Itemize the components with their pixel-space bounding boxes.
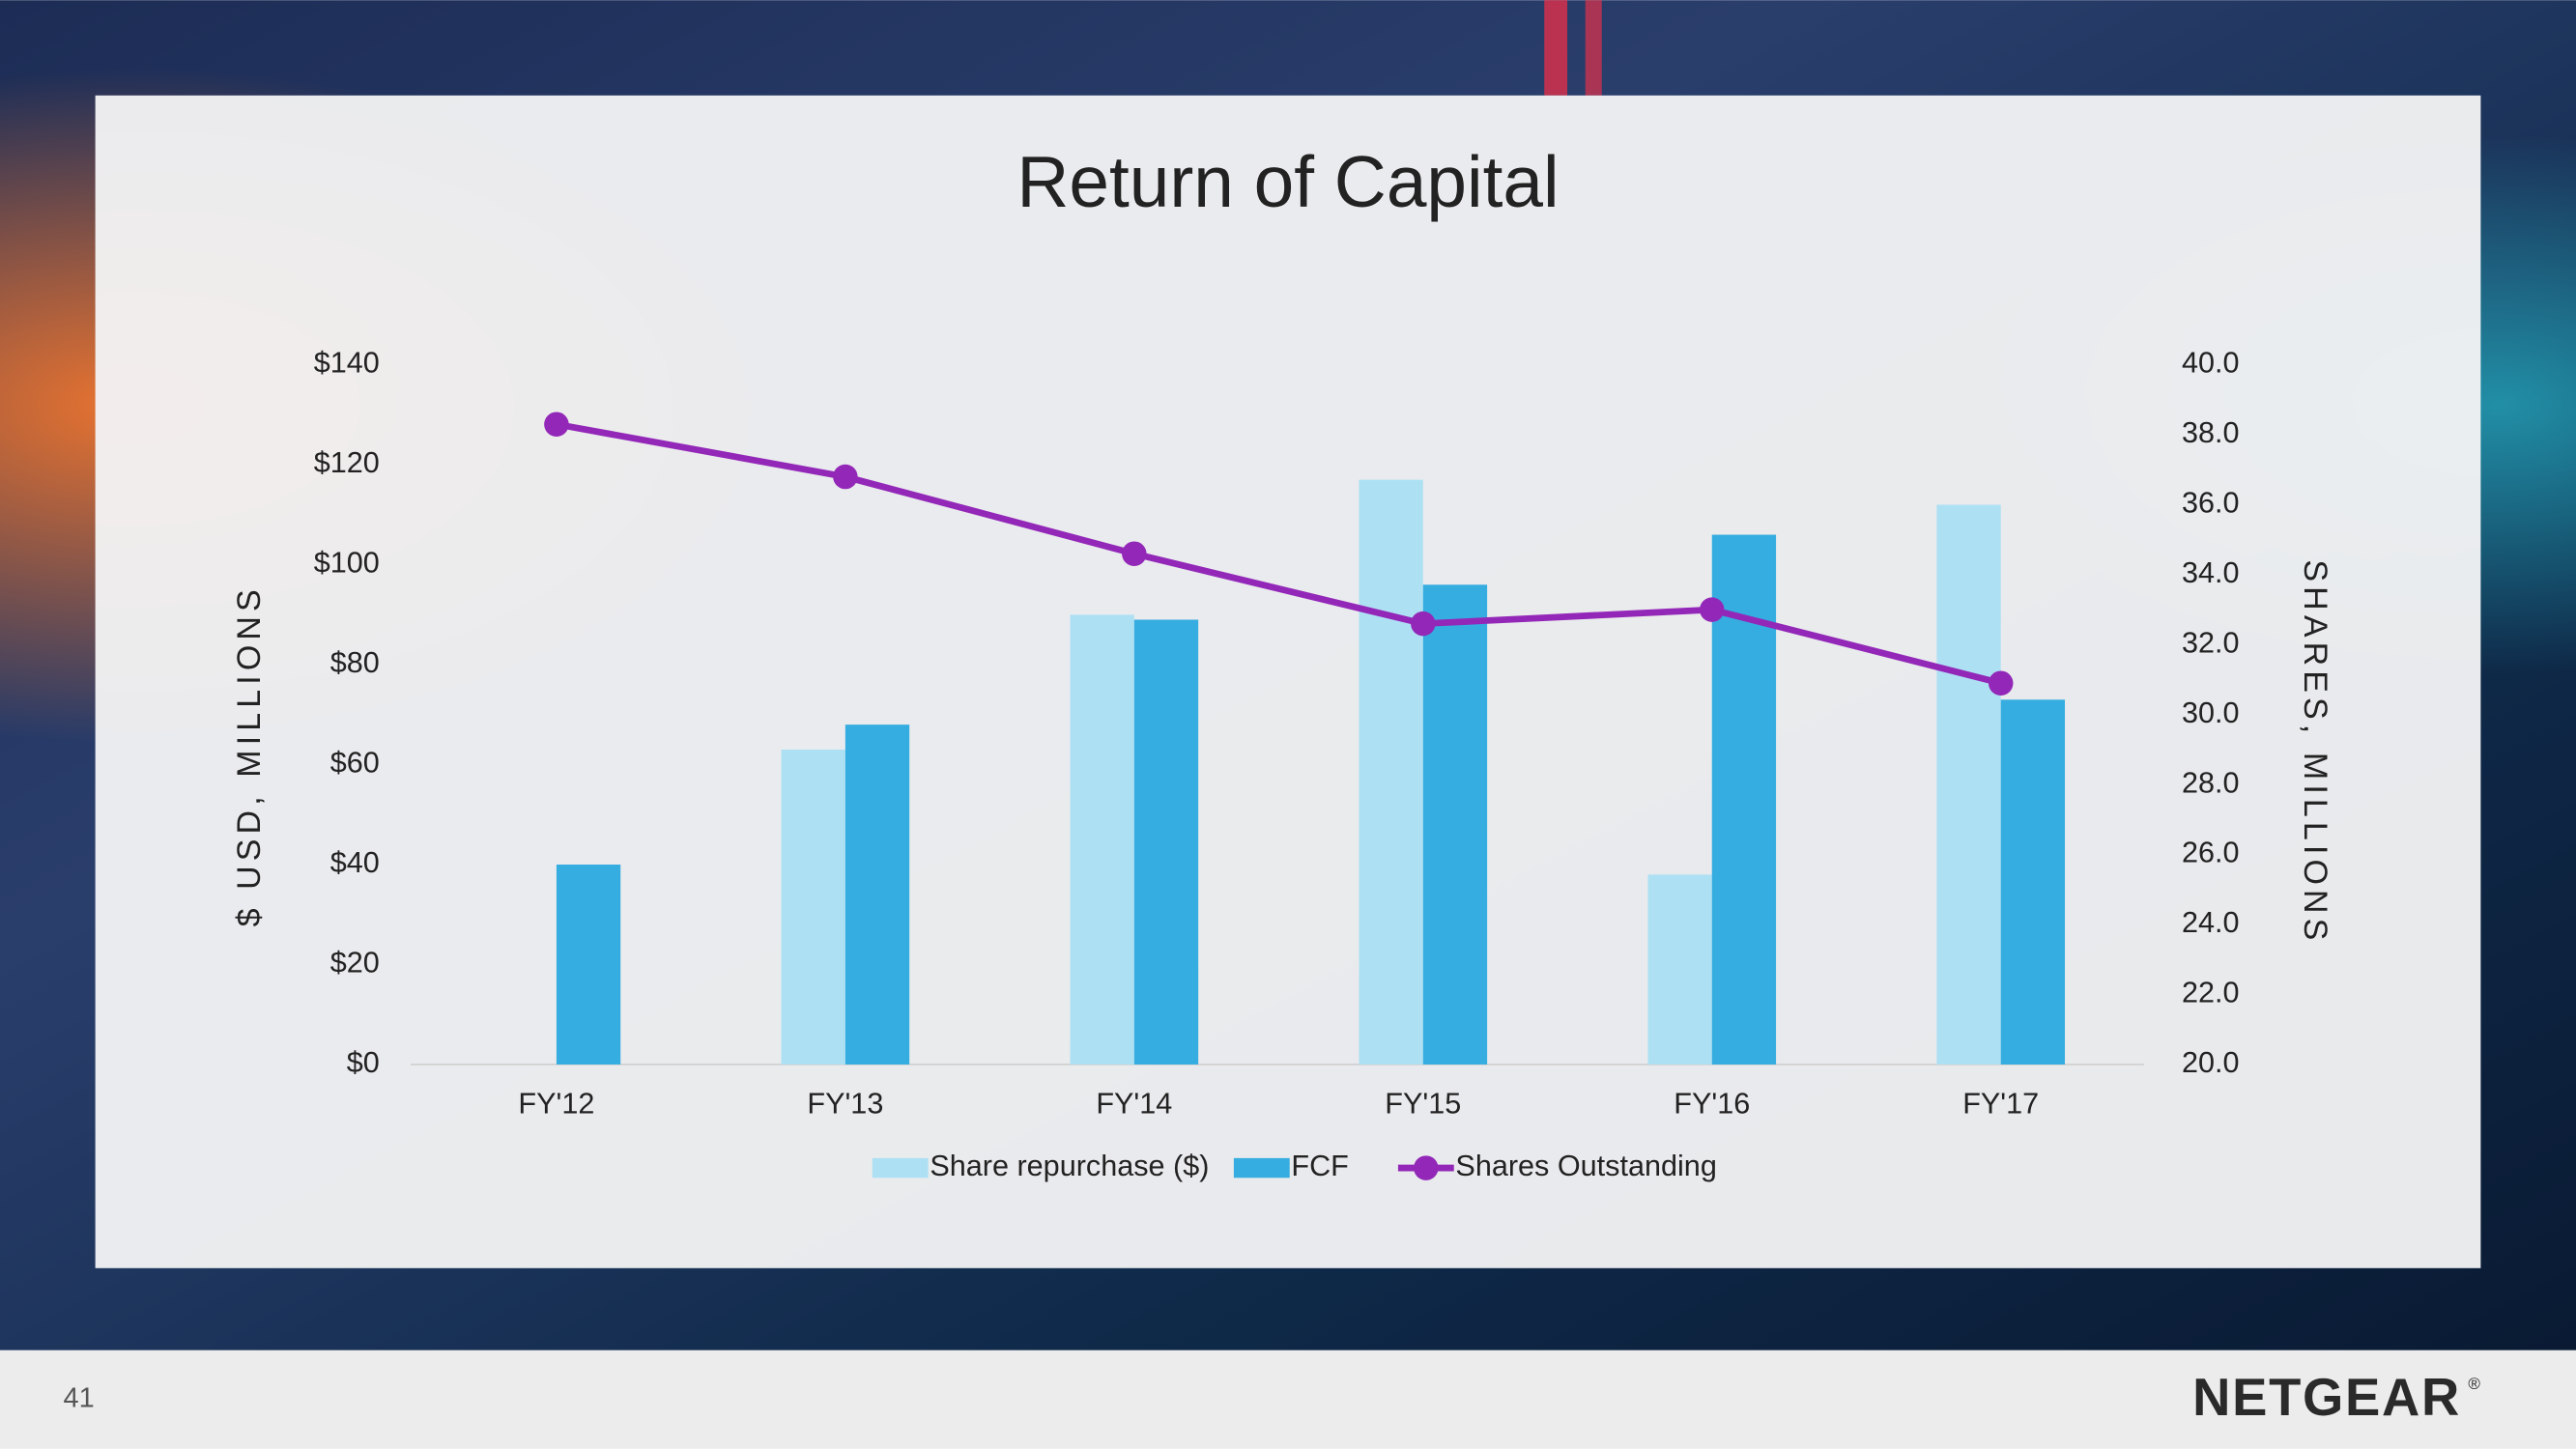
- legend-label: Shares Outstanding: [1455, 1150, 1716, 1182]
- bar: [1359, 479, 1423, 1065]
- y2-tick-label: 36.0: [2182, 487, 2240, 520]
- chart-title: Return of Capital: [1016, 141, 1559, 222]
- line-marker: [544, 412, 569, 437]
- bar: [781, 750, 845, 1065]
- y2-tick-label: 30.0: [2182, 696, 2240, 729]
- page-number: 41: [64, 1382, 95, 1413]
- legend-swatch: [872, 1157, 929, 1179]
- y-tick-label: $0: [347, 1046, 380, 1079]
- bar: [556, 865, 621, 1065]
- logo-mark: ®: [2468, 1375, 2480, 1393]
- background-decor: [1544, 0, 1568, 96]
- x-tick-label: FY'15: [1385, 1088, 1461, 1121]
- y2-tick-label: 40.0: [2182, 347, 2240, 380]
- x-tick-label: FY'13: [807, 1088, 883, 1121]
- legend-swatch: [1233, 1157, 1290, 1179]
- y-tick-label: $40: [330, 846, 380, 879]
- y2-tick-label: 38.0: [2182, 416, 2240, 449]
- y-tick-label: $140: [314, 347, 380, 380]
- bar: [1070, 614, 1134, 1065]
- y-tick-label: $100: [314, 547, 380, 580]
- y2-tick-label: 22.0: [2182, 977, 2240, 1009]
- y2-tick-label: 24.0: [2182, 906, 2240, 939]
- y-tick-label: $120: [314, 446, 380, 479]
- x-tick-label: FY'14: [1096, 1088, 1172, 1121]
- y2-tick-label: 20.0: [2182, 1046, 2240, 1079]
- footer: [0, 1350, 2576, 1449]
- bar: [2000, 699, 2066, 1065]
- y-tick-label: $60: [330, 747, 380, 780]
- y-tick-label: $80: [330, 646, 380, 679]
- logo: NETGEAR: [2192, 1368, 2461, 1427]
- line-marker: [1122, 541, 1147, 566]
- x-tick-label: FY'16: [1674, 1088, 1750, 1121]
- background-decor: [1585, 0, 1602, 96]
- y-tick-label: $20: [330, 947, 380, 980]
- y2-tick-label: 34.0: [2182, 556, 2240, 589]
- legend-label: FCF: [1291, 1150, 1348, 1182]
- line-marker: [1699, 597, 1725, 622]
- y2-tick-label: 26.0: [2182, 837, 2240, 869]
- line-marker: [833, 464, 858, 490]
- bar: [844, 724, 910, 1065]
- x-tick-label: FY'12: [518, 1088, 594, 1121]
- bar: [1936, 504, 2001, 1065]
- chart-panel: [95, 95, 2481, 1268]
- legend-swatch: [1414, 1155, 1439, 1180]
- bar: [1647, 874, 1712, 1065]
- y2-tick-label: 32.0: [2182, 626, 2240, 659]
- line-marker: [1988, 670, 2014, 696]
- x-tick-label: FY'17: [1962, 1088, 2039, 1121]
- line-marker: [1411, 611, 1436, 637]
- y2-axis-title: SHARES, MILLIONS: [2297, 559, 2333, 945]
- y2-tick-label: 28.0: [2182, 766, 2240, 799]
- legend-label: Share repurchase ($): [930, 1150, 1209, 1182]
- bar: [1422, 584, 1488, 1065]
- bar: [1133, 619, 1199, 1065]
- line: [556, 420, 2002, 687]
- y-axis-title: $ USD, MILLIONS: [231, 584, 268, 926]
